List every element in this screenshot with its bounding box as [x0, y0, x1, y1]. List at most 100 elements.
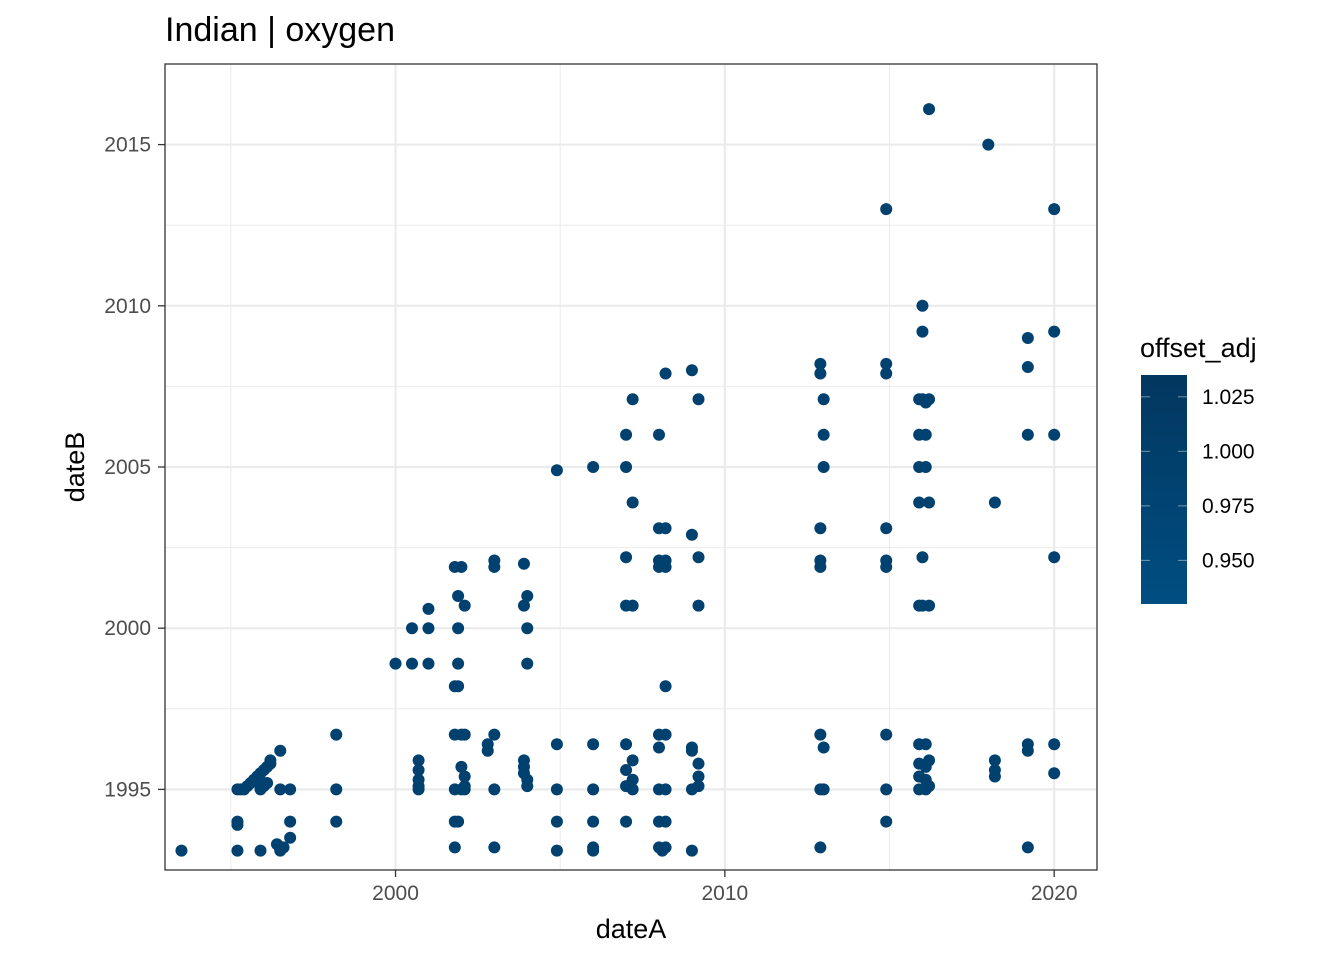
data-point	[488, 841, 501, 854]
data-point	[916, 299, 929, 312]
data-point	[488, 560, 501, 573]
data-point	[587, 815, 600, 828]
data-point	[587, 738, 600, 751]
data-point	[916, 551, 929, 564]
data-point	[455, 760, 468, 773]
data-point	[261, 776, 274, 789]
data-point	[587, 844, 600, 857]
data-point	[814, 367, 827, 380]
y-tick-label: 2010	[104, 295, 151, 318]
legend-label: 0.975	[1202, 495, 1255, 518]
data-point	[1021, 361, 1034, 374]
data-point	[521, 657, 534, 670]
data-point	[330, 815, 343, 828]
data-point	[659, 728, 672, 741]
data-point	[254, 844, 267, 857]
data-point	[923, 780, 936, 793]
data-point	[405, 622, 418, 635]
data-point	[919, 396, 932, 409]
data-point	[389, 657, 402, 670]
data-point	[692, 757, 705, 770]
plot-panel	[164, 63, 1098, 871]
legend-colorbar	[1141, 375, 1187, 604]
data-point	[626, 783, 639, 796]
data-point	[880, 783, 893, 796]
data-point	[656, 844, 669, 857]
y-tick-label: 2000	[104, 617, 151, 640]
data-point	[626, 754, 639, 767]
data-point	[264, 754, 277, 767]
data-point	[919, 461, 932, 473]
data-point	[231, 844, 244, 857]
data-point	[923, 103, 936, 116]
data-point	[880, 728, 893, 741]
data-point	[692, 393, 705, 406]
data-point	[620, 428, 633, 441]
x-tick-label: 2000	[372, 882, 419, 905]
data-point	[452, 815, 465, 828]
data-point	[587, 461, 600, 473]
data-point	[685, 744, 698, 757]
data-point	[330, 728, 343, 741]
data-point	[550, 844, 563, 857]
data-point	[817, 428, 830, 441]
data-point	[452, 589, 465, 602]
data-point	[880, 815, 893, 828]
data-point	[982, 138, 995, 151]
data-point	[913, 496, 926, 509]
data-point	[488, 728, 501, 741]
data-point	[620, 551, 633, 564]
data-point	[550, 464, 563, 477]
data-point	[448, 841, 461, 854]
data-point	[923, 496, 936, 509]
data-point	[620, 738, 633, 751]
chart-title: Indian | oxygen	[165, 11, 395, 49]
data-point	[405, 657, 418, 670]
data-point	[284, 783, 297, 796]
legend-title: offset_adj	[1140, 333, 1257, 363]
data-point	[1021, 428, 1034, 441]
data-point	[458, 770, 471, 783]
x-tick-label: 2020	[1031, 882, 1078, 905]
data-point	[880, 560, 893, 573]
data-point	[814, 560, 827, 573]
data-point	[659, 367, 672, 380]
data-point	[274, 744, 287, 757]
data-point	[814, 357, 827, 370]
data-point	[923, 754, 936, 767]
data-point	[175, 844, 188, 857]
data-point	[521, 622, 534, 635]
data-point	[880, 203, 893, 216]
data-point	[685, 783, 698, 796]
x-axis: 2000 2010 2020	[372, 870, 1078, 905]
legend-label: 0.950	[1202, 549, 1255, 572]
data-point	[916, 325, 929, 338]
data-point	[814, 522, 827, 535]
data-point	[626, 393, 639, 406]
y-tick-label: 2015	[104, 134, 151, 157]
legend-label: 1.025	[1202, 386, 1255, 409]
data-point	[330, 783, 343, 796]
data-point	[1048, 767, 1061, 780]
data-point	[284, 831, 297, 844]
data-point	[692, 599, 705, 612]
data-point	[422, 657, 435, 670]
y-axis: 1995 2000 2005 2010 2015	[104, 134, 165, 801]
data-point	[270, 838, 283, 851]
data-point	[422, 602, 435, 615]
data-point	[587, 783, 600, 796]
data-point	[685, 528, 698, 541]
data-point	[1048, 738, 1061, 751]
data-point	[517, 557, 530, 570]
data-point	[880, 367, 893, 380]
data-point	[659, 815, 672, 828]
data-point	[550, 783, 563, 796]
data-point	[1021, 841, 1034, 854]
data-point	[452, 680, 465, 693]
data-point	[452, 657, 465, 670]
data-point	[1021, 332, 1034, 345]
data-point	[988, 770, 1001, 783]
data-point	[692, 551, 705, 564]
x-tick-label: 2010	[701, 882, 748, 905]
y-tick-label: 1995	[104, 778, 151, 801]
